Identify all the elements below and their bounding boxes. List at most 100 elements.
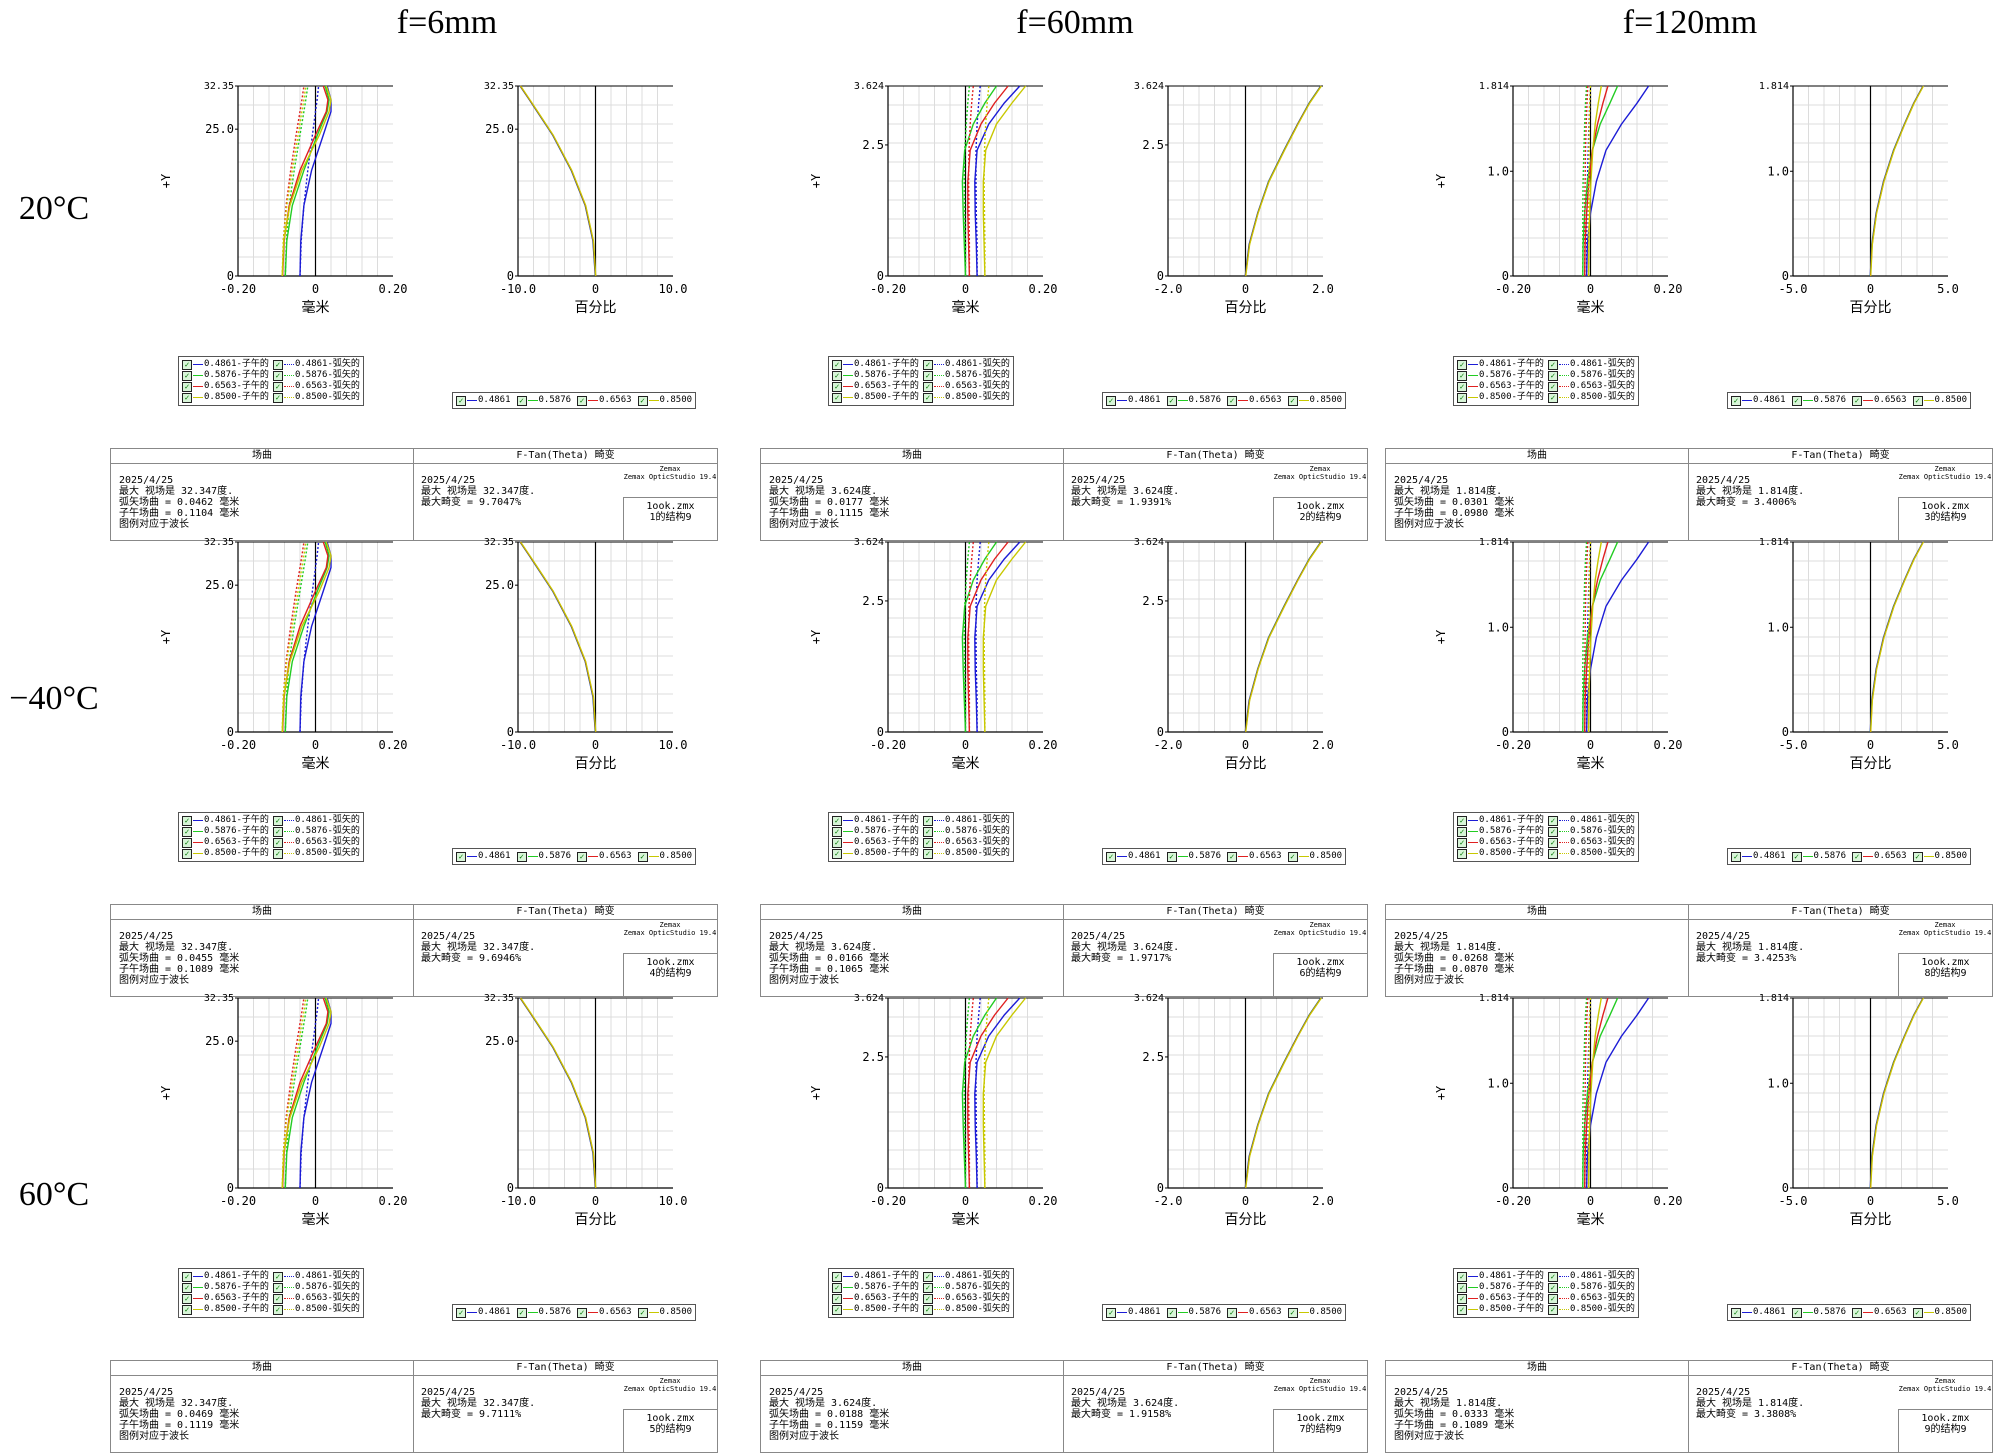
legend-checkbox-icon[interactable]: ✓ <box>456 395 466 406</box>
legend-checkbox-icon[interactable]: ✓ <box>272 815 283 826</box>
legend-checkbox-icon[interactable]: ✓ <box>272 370 283 381</box>
legend-checkbox-icon[interactable]: ✓ <box>1547 381 1558 392</box>
legend-checkbox-icon[interactable]: ✓ <box>182 1304 192 1315</box>
legend-checkbox-icon[interactable]: ✓ <box>922 359 933 370</box>
legend-checkbox-icon[interactable]: ✓ <box>1912 851 1923 862</box>
legend-checkbox-icon[interactable]: ✓ <box>182 815 192 826</box>
legend-checkbox-icon[interactable]: ✓ <box>637 851 648 862</box>
legend-checkbox-icon[interactable]: ✓ <box>182 826 192 837</box>
legend-checkbox-icon[interactable]: ✓ <box>1106 851 1116 862</box>
legend-checkbox-icon[interactable]: ✓ <box>637 395 648 406</box>
legend-checkbox-icon[interactable]: ✓ <box>272 1304 283 1315</box>
legend-checkbox-icon[interactable]: ✓ <box>1547 392 1558 403</box>
legend-checkbox-icon[interactable]: ✓ <box>832 359 842 370</box>
legend-checkbox-icon[interactable]: ✓ <box>1166 1307 1177 1318</box>
legend-checkbox-icon[interactable]: ✓ <box>1547 826 1558 837</box>
legend-checkbox-icon[interactable]: ✓ <box>1457 815 1467 826</box>
legend-checkbox-icon[interactable]: ✓ <box>832 1304 842 1315</box>
legend-checkbox-icon[interactable]: ✓ <box>1457 1282 1467 1293</box>
legend-checkbox-icon[interactable]: ✓ <box>1852 851 1863 862</box>
legend-checkbox-icon[interactable]: ✓ <box>1791 395 1802 406</box>
legend-checkbox-icon[interactable]: ✓ <box>637 1307 648 1318</box>
legend-checkbox-icon[interactable]: ✓ <box>272 1271 283 1282</box>
legend-checkbox-icon[interactable]: ✓ <box>1547 359 1558 370</box>
legend-checkbox-icon[interactable]: ✓ <box>1227 851 1238 862</box>
legend-checkbox-icon[interactable]: ✓ <box>1731 1307 1741 1318</box>
legend-checkbox-icon[interactable]: ✓ <box>182 1271 192 1282</box>
legend-checkbox-icon[interactable]: ✓ <box>1457 826 1467 837</box>
legend-checkbox-icon[interactable]: ✓ <box>272 359 283 370</box>
legend-checkbox-icon[interactable]: ✓ <box>922 392 933 403</box>
legend-checkbox-icon[interactable]: ✓ <box>1457 1304 1467 1315</box>
legend-checkbox-icon[interactable]: ✓ <box>182 370 192 381</box>
legend-checkbox-icon[interactable]: ✓ <box>1166 851 1177 862</box>
legend-checkbox-icon[interactable]: ✓ <box>1457 381 1467 392</box>
legend-checkbox-icon[interactable]: ✓ <box>182 359 192 370</box>
legend-checkbox-icon[interactable]: ✓ <box>182 392 192 403</box>
legend-checkbox-icon[interactable]: ✓ <box>1547 1293 1558 1304</box>
legend-checkbox-icon[interactable]: ✓ <box>1457 359 1467 370</box>
legend-checkbox-icon[interactable]: ✓ <box>272 381 283 392</box>
legend-checkbox-icon[interactable]: ✓ <box>1547 848 1558 859</box>
legend-checkbox-icon[interactable]: ✓ <box>456 851 466 862</box>
legend-checkbox-icon[interactable]: ✓ <box>1791 851 1802 862</box>
legend-checkbox-icon[interactable]: ✓ <box>922 848 933 859</box>
legend-checkbox-icon[interactable]: ✓ <box>1547 1304 1558 1315</box>
legend-checkbox-icon[interactable]: ✓ <box>922 1282 933 1293</box>
legend-checkbox-icon[interactable]: ✓ <box>832 392 842 403</box>
legend-checkbox-icon[interactable]: ✓ <box>182 1282 192 1293</box>
legend-checkbox-icon[interactable]: ✓ <box>1457 1271 1467 1282</box>
legend-checkbox-icon[interactable]: ✓ <box>832 815 842 826</box>
legend-checkbox-icon[interactable]: ✓ <box>922 826 933 837</box>
legend-checkbox-icon[interactable]: ✓ <box>1912 395 1923 406</box>
legend-checkbox-icon[interactable]: ✓ <box>832 1293 842 1304</box>
legend-checkbox-icon[interactable]: ✓ <box>272 1282 283 1293</box>
legend-checkbox-icon[interactable]: ✓ <box>1457 370 1467 381</box>
legend-checkbox-icon[interactable]: ✓ <box>832 381 842 392</box>
legend-checkbox-icon[interactable]: ✓ <box>182 381 192 392</box>
legend-checkbox-icon[interactable]: ✓ <box>516 851 527 862</box>
legend-checkbox-icon[interactable]: ✓ <box>456 1307 466 1318</box>
legend-checkbox-icon[interactable]: ✓ <box>922 1293 933 1304</box>
legend-checkbox-icon[interactable]: ✓ <box>1731 395 1741 406</box>
legend-checkbox-icon[interactable]: ✓ <box>1547 837 1558 848</box>
legend-checkbox-icon[interactable]: ✓ <box>1106 1307 1116 1318</box>
legend-checkbox-icon[interactable]: ✓ <box>516 1307 527 1318</box>
legend-checkbox-icon[interactable]: ✓ <box>1852 1307 1863 1318</box>
legend-checkbox-icon[interactable]: ✓ <box>516 395 527 406</box>
legend-checkbox-icon[interactable]: ✓ <box>832 1271 842 1282</box>
legend-checkbox-icon[interactable]: ✓ <box>1166 395 1177 406</box>
legend-checkbox-icon[interactable]: ✓ <box>1912 1307 1923 1318</box>
legend-checkbox-icon[interactable]: ✓ <box>922 370 933 381</box>
legend-checkbox-icon[interactable]: ✓ <box>1227 1307 1238 1318</box>
legend-checkbox-icon[interactable]: ✓ <box>272 837 283 848</box>
legend-checkbox-icon[interactable]: ✓ <box>577 395 588 406</box>
legend-checkbox-icon[interactable]: ✓ <box>272 848 283 859</box>
legend-checkbox-icon[interactable]: ✓ <box>832 826 842 837</box>
legend-checkbox-icon[interactable]: ✓ <box>1547 815 1558 826</box>
legend-checkbox-icon[interactable]: ✓ <box>1106 395 1116 406</box>
legend-checkbox-icon[interactable]: ✓ <box>832 848 842 859</box>
legend-checkbox-icon[interactable]: ✓ <box>1547 370 1558 381</box>
legend-checkbox-icon[interactable]: ✓ <box>1731 851 1741 862</box>
legend-checkbox-icon[interactable]: ✓ <box>182 837 192 848</box>
legend-checkbox-icon[interactable]: ✓ <box>577 851 588 862</box>
legend-checkbox-icon[interactable]: ✓ <box>832 370 842 381</box>
legend-checkbox-icon[interactable]: ✓ <box>922 837 933 848</box>
legend-checkbox-icon[interactable]: ✓ <box>832 837 842 848</box>
legend-checkbox-icon[interactable]: ✓ <box>1457 392 1467 403</box>
legend-checkbox-icon[interactable]: ✓ <box>1287 1307 1298 1318</box>
legend-checkbox-icon[interactable]: ✓ <box>1457 837 1467 848</box>
legend-checkbox-icon[interactable]: ✓ <box>922 815 933 826</box>
legend-checkbox-icon[interactable]: ✓ <box>1547 1282 1558 1293</box>
legend-checkbox-icon[interactable]: ✓ <box>1287 395 1298 406</box>
legend-checkbox-icon[interactable]: ✓ <box>922 381 933 392</box>
legend-checkbox-icon[interactable]: ✓ <box>1852 395 1863 406</box>
legend-checkbox-icon[interactable]: ✓ <box>832 1282 842 1293</box>
legend-checkbox-icon[interactable]: ✓ <box>1791 1307 1802 1318</box>
legend-checkbox-icon[interactable]: ✓ <box>1457 848 1467 859</box>
legend-checkbox-icon[interactable]: ✓ <box>272 826 283 837</box>
legend-checkbox-icon[interactable]: ✓ <box>922 1271 933 1282</box>
legend-checkbox-icon[interactable]: ✓ <box>182 848 192 859</box>
legend-checkbox-icon[interactable]: ✓ <box>272 392 283 403</box>
